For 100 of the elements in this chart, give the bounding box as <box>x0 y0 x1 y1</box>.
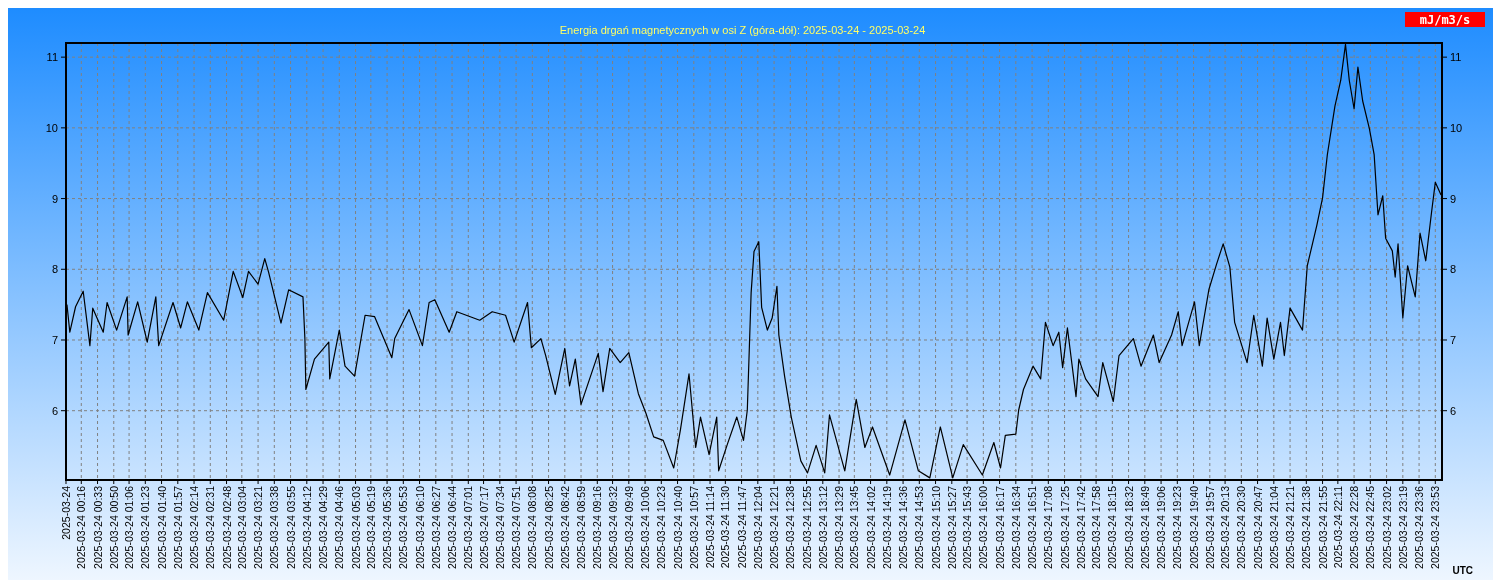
x-tick-label: 2025-03-24 03:21 <box>252 485 265 569</box>
y-tick-label: 8 <box>51 263 58 276</box>
x-tick-label: 2025-03-24 02:48 <box>220 485 233 569</box>
x-tick-label: 2025-03-24 01:57 <box>171 485 184 569</box>
x-tick-label: 2025-03-24 07:17 <box>477 485 490 569</box>
x-tick-label: 2025-03-24 13:29 <box>833 485 846 569</box>
x-tick-label: 2025-03-24 12:21 <box>768 485 781 569</box>
x-tick-label: 2025-03-24 21:21 <box>1284 485 1297 569</box>
x-tick-label: 2025-03-24 23:19 <box>1396 485 1409 569</box>
x-tick-label: 2025-03-24 14:02 <box>864 485 877 569</box>
x-tick-label: 2025-03-24 23:36 <box>1413 485 1426 569</box>
x-tick-label: 2025-03-24 18:49 <box>1138 485 1151 569</box>
x-tick-label: 2025-03-24 02:31 <box>204 485 217 569</box>
x-tick-label: 2025-03-24 05:53 <box>397 485 410 569</box>
x-tick-label: 2025-03-24 16:51 <box>1026 485 1039 569</box>
x-tick-label: 2025-03-24 08:59 <box>575 485 588 569</box>
x-tick-label: 2025-03-24 18:15 <box>1106 485 1119 569</box>
x-tick-label: 2025-03-24 03:38 <box>268 485 281 569</box>
x-tick-label: 2025-03-24 17:58 <box>1090 485 1103 569</box>
y2-axis-title: mJ/m3/s <box>1419 13 1471 27</box>
x-tick-label: 2025-03-24 20:13 <box>1219 485 1232 569</box>
x-tick-label: 2025-03-24 00:16 <box>75 485 88 569</box>
y2-tick-label: 10 <box>1450 121 1463 134</box>
x-tick-label: 2025-03-24 19:40 <box>1187 485 1200 569</box>
x-tick-label: 2025-03-24 12:55 <box>800 485 813 569</box>
y2-tick-label: 7 <box>1450 333 1457 346</box>
x-tick-label: 2025-03-24 06:44 <box>446 485 459 569</box>
x-tick-label: 2025-03-24 11:14 <box>704 485 717 569</box>
x-tick-label: 2025-03-24 23:53 <box>1429 485 1442 569</box>
x-tick-label: 2025-03-24 05:36 <box>381 485 394 569</box>
x-tick-label: 2025-03-24 17:42 <box>1074 485 1087 569</box>
x-tick-label: 2025-03-24 16:00 <box>977 485 990 569</box>
y-tick-label: 11 <box>46 51 58 64</box>
x-tick-label: 2025-03-24 00:50 <box>107 485 120 569</box>
x-tick-label: 2025-03-24 05:19 <box>364 485 377 569</box>
x-tick-label: 2025-03-24 08:42 <box>558 485 571 569</box>
y2-tick-label: 11 <box>1450 51 1462 64</box>
y2-tick-label: 9 <box>1450 192 1457 205</box>
x-tick-label: 2025-03-24 11:47 <box>735 485 748 569</box>
x-tick-label: 2025-03-24 00:33 <box>91 485 104 569</box>
x-tick-label: 2025-03-24 10:57 <box>687 485 700 569</box>
x-tick-label: 2025-03-24 07:01 <box>462 485 475 569</box>
x-tick-label: 2025-03-24 03:04 <box>235 485 248 569</box>
x-tick-label: 2025-03-24 14:19 <box>880 485 893 569</box>
x-tick-label: 2025-03-24 10:06 <box>639 485 652 569</box>
x-tick-label: 2025-03-24 17:25 <box>1058 485 1071 569</box>
x-tick-label: 2025-03-24 12:04 <box>751 485 764 569</box>
x-tick-label: 2025-03-24 04:46 <box>333 485 346 569</box>
chart-title: Energia drgań magnetycznych w osi Z (góra-dół): 2025-03-24 - 2025-03-24 <box>559 24 926 36</box>
x-tick-label: 2025-03-24 19:06 <box>1155 485 1168 569</box>
y-tick-label: 7 <box>51 333 58 346</box>
x-tick-label: 2025-03-24 14:36 <box>897 485 910 569</box>
x-tick-label: 2025-03-24 04:12 <box>300 485 313 569</box>
x-tick-label: 2025-03-24 12:38 <box>784 485 797 569</box>
y-tick-label: 10 <box>45 121 58 134</box>
x-tick-label: 2025-03-24 17:08 <box>1042 485 1055 569</box>
x-tick-label: 2025-03-24 21:38 <box>1300 485 1313 569</box>
x-tick-label: 2025-03-24 21:55 <box>1316 485 1329 569</box>
x-tick-label: 2025-03-24 16:17 <box>993 485 1006 569</box>
x-tick-label: 2025-03-24 20:47 <box>1251 485 1264 569</box>
x-tick-label: 2025-03-24 13:45 <box>848 485 861 569</box>
x-tick-label: 2025-03-24 06:27 <box>429 485 442 569</box>
x-tick-label: 2025-03-24 04:29 <box>317 485 330 569</box>
x-tick-label: 2025-03-24 19:23 <box>1171 485 1184 569</box>
x-tick-label: 2025-03-24 15:10 <box>929 485 942 569</box>
y-tick-label: 6 <box>51 404 58 417</box>
y2-tick-label: 8 <box>1450 263 1457 276</box>
x-tick-label: 2025-03-24 21:04 <box>1267 485 1280 569</box>
x-tick-label: 2025-03-24 15:43 <box>961 485 974 569</box>
x-tick-label: 2025-03-24 03:55 <box>284 485 297 569</box>
x-tick-label: 2025-03-24 19:57 <box>1203 485 1216 569</box>
x-tick-label: 2025-03-24 09:16 <box>591 485 604 569</box>
x-tick-label: 2025-03-24 11:30 <box>719 485 732 569</box>
x-tick-label: 2025-03-24 20:30 <box>1235 485 1248 569</box>
x-tick-label: 2025-03-24 09:49 <box>622 485 635 569</box>
x-tick-label: 2025-03-24 07:51 <box>510 485 523 569</box>
x-tick-label: 2025-03-24 01:40 <box>155 485 168 569</box>
x-tick-label: 2025-03-24 06:10 <box>413 485 426 569</box>
x-tick-label: 2025-03-24 13:12 <box>816 485 829 569</box>
x-tick-label: 2025-03-24 16:34 <box>1009 485 1022 569</box>
y-tick-label: 9 <box>51 192 58 205</box>
x-tick-label: 2025-03-24 22:28 <box>1348 485 1361 569</box>
x-tick-label: 2025-03-24 14:53 <box>913 485 926 569</box>
x-tick-label: 2025-03-24 10:23 <box>655 485 668 569</box>
x-tick-label: 2025-03-24 08:25 <box>542 485 555 569</box>
x-axis-title: UTC <box>1452 565 1473 576</box>
x-tick-label: 2025-03-24 22:45 <box>1364 485 1377 569</box>
x-tick-label: 2025-03-24 02:14 <box>188 485 201 569</box>
y2-tick-label: 6 <box>1450 404 1457 417</box>
x-tick-label: 2025-03-24 08:08 <box>526 485 539 569</box>
x-tick-label: 2025-03-24 <box>60 485 72 540</box>
x-tick-label: 2025-03-24 05:03 <box>349 485 362 569</box>
x-tick-label: 2025-03-24 09:32 <box>606 485 619 569</box>
x-tick-label: 2025-03-24 22:11 <box>1331 485 1344 569</box>
x-tick-label: 2025-03-24 10:40 <box>671 485 684 569</box>
x-tick-label: 2025-03-24 23:02 <box>1380 485 1393 569</box>
x-tick-label: 2025-03-24 01:06 <box>123 485 136 569</box>
x-tick-label: 2025-03-24 07:34 <box>493 485 506 569</box>
x-tick-label: 2025-03-24 01:23 <box>139 485 152 569</box>
x-tick-label: 2025-03-24 18:32 <box>1122 485 1135 569</box>
